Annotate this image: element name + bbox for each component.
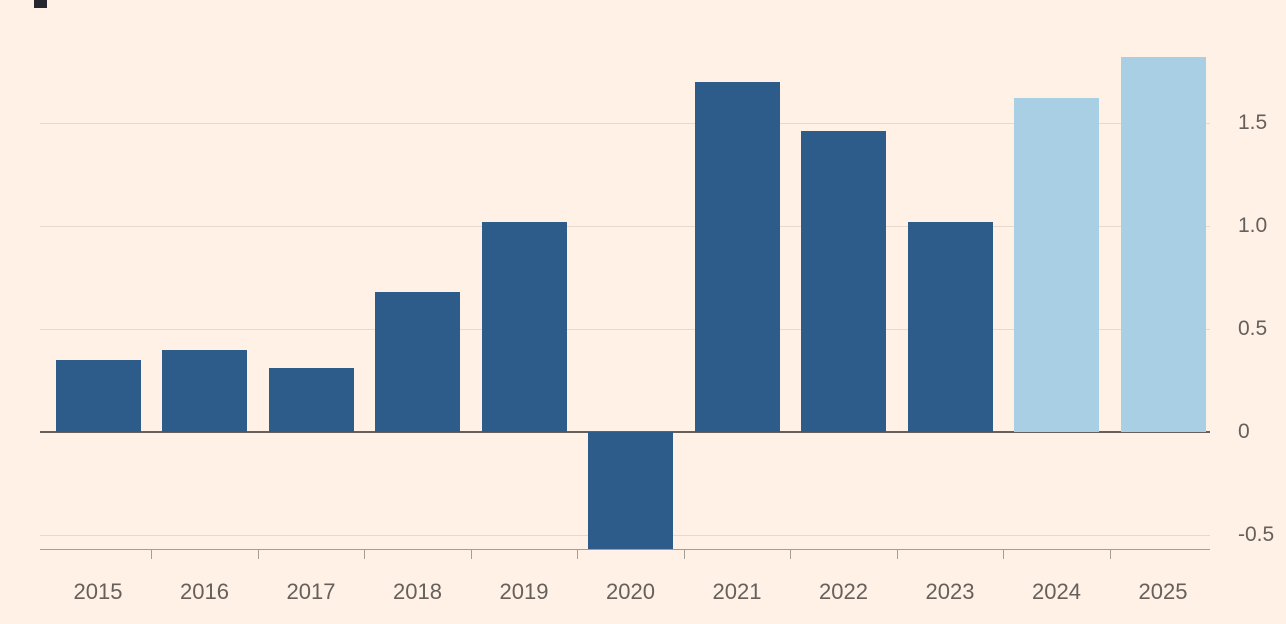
bar-2015: [55, 359, 141, 432]
gridline-1.5: [40, 123, 1210, 124]
x-axis-label-2025: 2025: [1138, 579, 1188, 604]
bar-2019: [481, 221, 567, 432]
bar-2023: [907, 221, 993, 432]
x-axis-label-2021: 2021: [712, 579, 762, 604]
x-axis-tick: [364, 550, 366, 559]
x-axis-tick: [896, 550, 898, 559]
x-axis-label-2022: 2022: [819, 579, 868, 604]
x-axis-label-2024: 2024: [1032, 579, 1081, 604]
x-axis-label-2020: 2020: [606, 579, 655, 604]
x-axis-label-2016: 2016: [180, 579, 229, 604]
x-axis-tick: [577, 550, 579, 559]
x-axis-tick: [1003, 550, 1005, 559]
y-axis-label-1.5: 1.5: [1238, 111, 1268, 134]
x-axis-label-2019: 2019: [499, 579, 549, 604]
gridline-1.0: [40, 226, 1210, 227]
x-axis-tick: [1109, 550, 1111, 559]
y-axis-label-0.5: 0.5: [1238, 317, 1268, 340]
bar-2020: [588, 432, 673, 550]
y-axis-label-1.0: 1.0: [1238, 214, 1268, 237]
bar-2021: [694, 81, 780, 432]
x-axis-label-2018: 2018: [393, 579, 442, 604]
y-axis-label-0: 0: [1238, 420, 1250, 443]
bar-2022: [801, 131, 886, 432]
bar-2018: [375, 291, 460, 432]
bar-2017: [268, 368, 354, 432]
x-axis-tick: [257, 550, 259, 559]
gridline-0.5: [40, 329, 1210, 330]
x-axis-tick: [790, 550, 792, 559]
x-axis-tick: [470, 550, 472, 559]
bar-2016: [162, 349, 247, 432]
x-axis-baseline: [40, 549, 1210, 550]
cropped-text-artifact: [34, 0, 47, 8]
bar-2025: [1120, 57, 1206, 432]
x-axis-label-2023: 2023: [925, 579, 975, 604]
x-axis-tick: [151, 550, 153, 559]
x-axis-label-2015: 2015: [73, 579, 123, 604]
x-axis-tick: [683, 550, 685, 559]
y-axis-label--0.5: -0.5: [1238, 523, 1275, 546]
x-axis-label-2017: 2017: [286, 579, 336, 604]
bar-2024: [1014, 98, 1099, 432]
